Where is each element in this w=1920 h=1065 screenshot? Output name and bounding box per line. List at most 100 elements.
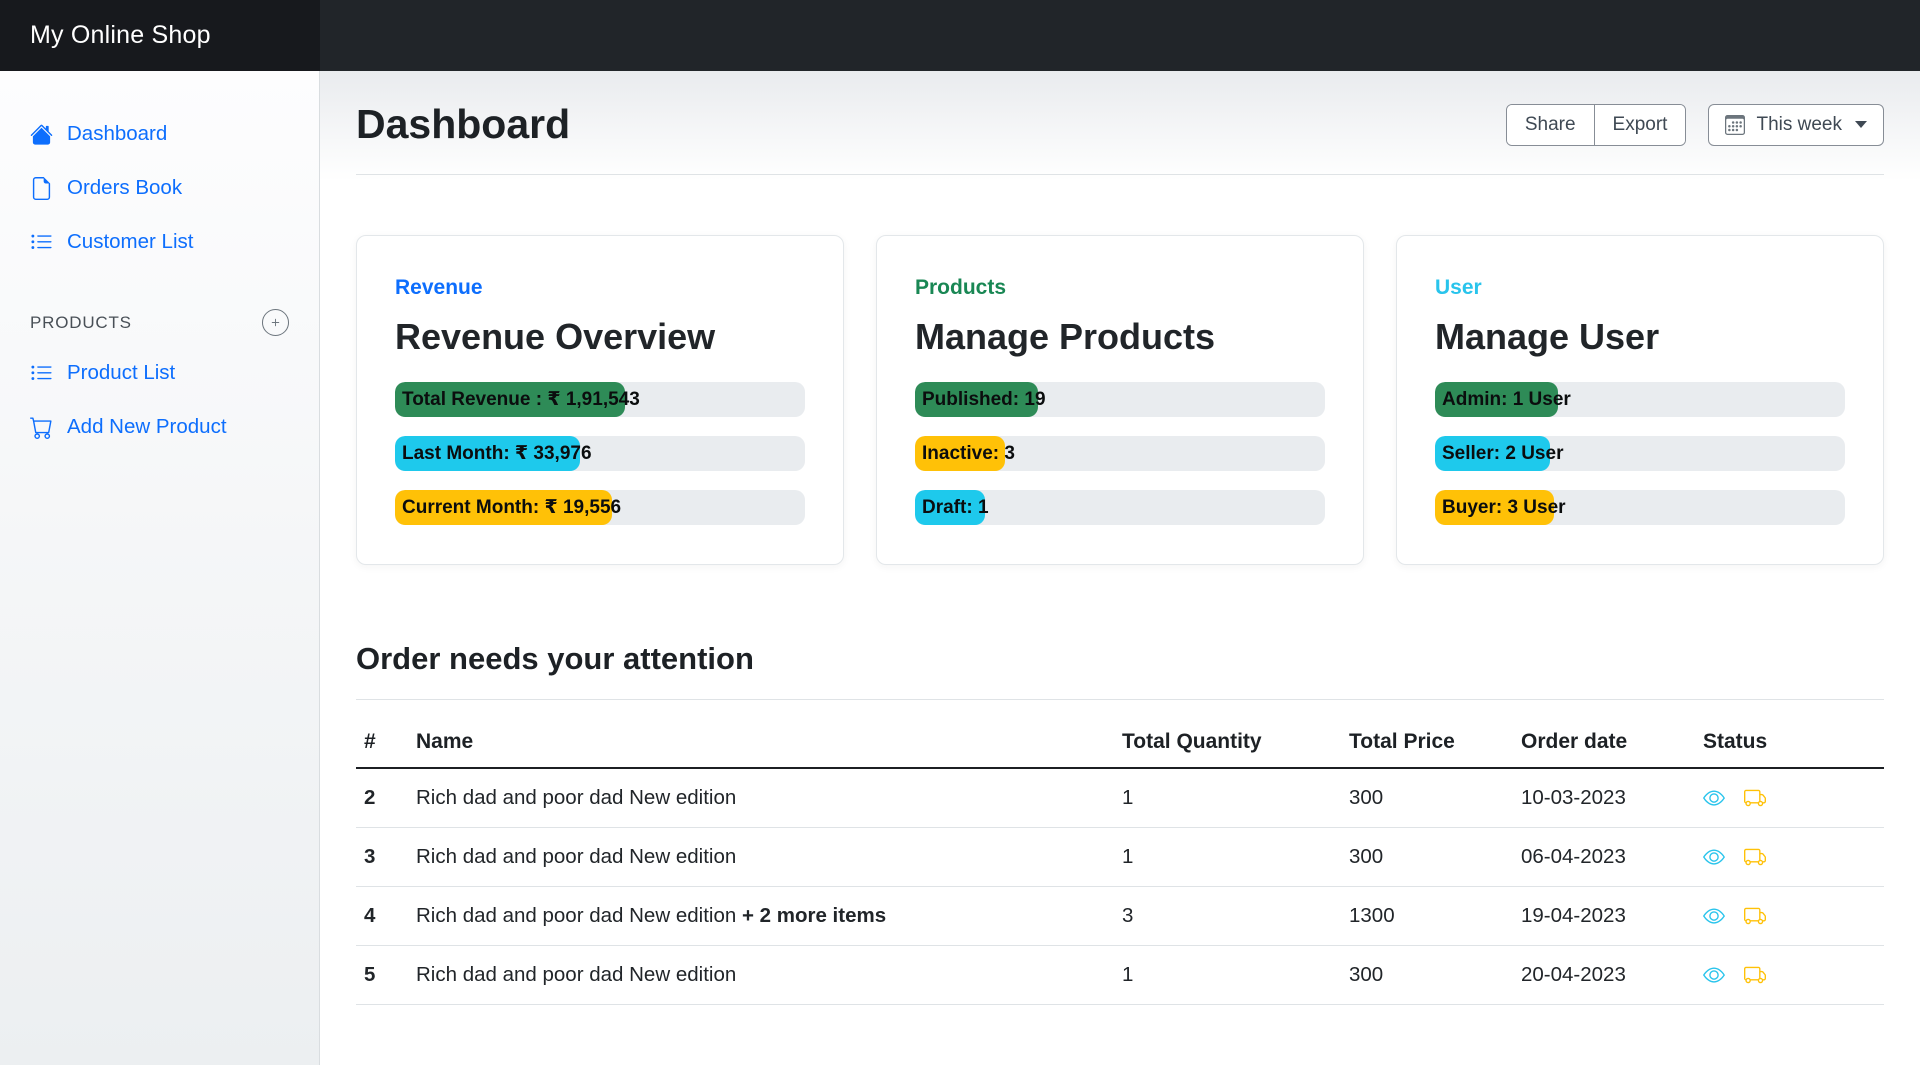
progress-track: Admin: 1 User: [1435, 382, 1845, 417]
list-icon: [30, 362, 53, 385]
sidebar-item-label: Customer List: [67, 230, 194, 253]
page-title: Dashboard: [356, 101, 571, 147]
order-quantity: 3: [1114, 886, 1341, 946]
order-number: 5: [356, 945, 408, 1005]
sidebar-item-customer-list[interactable]: Customer List: [0, 215, 319, 269]
progress-fill: [1435, 490, 1554, 525]
progress-fill: [1435, 436, 1550, 471]
orders-table-header-row: # Name Total Quantity Total Price Order date…: [356, 716, 1884, 769]
progress-fill: [915, 436, 1006, 471]
progress-track: Total Revenue : ₹ 1,91,543: [395, 382, 805, 417]
orders-section: Order needs your attention # Name Total Qu…: [356, 641, 1884, 1005]
table-row: 4 Rich dad and poor dad New edition + 2 m…: [356, 886, 1884, 946]
card-title: Manage Products: [915, 316, 1216, 357]
main-content: Dashboard Share Export This week Revenue…: [320, 71, 1920, 1065]
cart-icon: [30, 416, 53, 439]
column-header-total-quantity: Total Quantity: [1114, 716, 1341, 769]
brand: My Online Shop: [0, 0, 320, 71]
plus-circle-icon[interactable]: [262, 309, 289, 336]
sidebar-item-dashboard[interactable]: Dashboard: [0, 107, 319, 161]
order-name: Rich dad and poor dad New edition: [408, 768, 1114, 828]
progress-label: Total Revenue : ₹ 1,91,543: [402, 389, 640, 410]
progress-label: Last Month: ₹ 33,976: [402, 443, 592, 464]
sidebar-item-add-new-product[interactable]: Add New Product: [0, 400, 319, 454]
order-date: 10-03-2023: [1513, 768, 1695, 828]
sidebar: Dashboard Orders Book Customer List PRODUC…: [0, 71, 320, 1065]
column-header-status: Status: [1695, 716, 1884, 769]
column-header-order-date: Order date: [1513, 716, 1695, 769]
card-eyebrow: Revenue: [395, 276, 483, 299]
progress-fill: [1435, 382, 1558, 417]
sidebar-nav-products: Product List Add New Product: [0, 346, 319, 454]
table-row: 5 Rich dad and poor dad New edition 1 300 20…: [356, 945, 1884, 1005]
card-title: Manage User: [1435, 316, 1660, 357]
sidebar-item-product-list[interactable]: Product List: [0, 346, 319, 400]
progress-label: Published: 19: [922, 389, 1046, 410]
calendar-icon: [1725, 114, 1746, 135]
progress-track: Current Month: ₹ 19,556: [395, 490, 805, 525]
summary-cards: Revenue Revenue Overview Total Revenue : ₹…: [356, 235, 1884, 565]
summary-card-user: User Manage User Admin: 1 User Seller: 2 Us…: [1396, 235, 1884, 565]
sidebar-item-label: Add New Product: [67, 415, 227, 438]
order-number: 2: [356, 768, 408, 828]
order-price: 1300: [1341, 886, 1513, 946]
progress-track: Last Month: ₹ 33,976: [395, 436, 805, 471]
order-price: 300: [1341, 827, 1513, 887]
progress-fill: [395, 382, 625, 417]
progress-label: Buyer: 3 User: [1442, 497, 1566, 518]
caret-down-icon: [1855, 121, 1867, 128]
house-icon: [30, 123, 53, 146]
column-header-name: Name: [408, 716, 1114, 769]
progress-track: Draft: 1: [915, 490, 1325, 525]
file-icon: [30, 176, 53, 200]
status-actions: [1703, 905, 1876, 927]
header-divider: [356, 174, 1884, 175]
status-actions: [1703, 787, 1876, 809]
eye-icon[interactable]: [1703, 905, 1725, 927]
progress-track: Inactive: 3: [915, 436, 1325, 471]
order-name: Rich dad and poor dad New edition + 2 mo…: [408, 886, 1114, 946]
sidebar-item-label: Product List: [67, 361, 176, 384]
products-section-header: PRODUCTS: [0, 299, 319, 346]
share-button[interactable]: Share: [1506, 104, 1595, 145]
export-button[interactable]: Export: [1594, 104, 1686, 145]
order-date: 20-04-2023: [1513, 945, 1695, 1005]
truck-icon[interactable]: [1744, 964, 1766, 986]
orders-table: # Name Total Quantity Total Price Order date…: [356, 716, 1884, 1005]
order-date: 06-04-2023: [1513, 827, 1695, 887]
eye-icon[interactable]: [1703, 846, 1725, 868]
share-export-group: Share Export: [1505, 103, 1687, 146]
eye-icon[interactable]: [1703, 964, 1725, 986]
eye-icon[interactable]: [1703, 787, 1725, 809]
column-header--: #: [356, 716, 408, 769]
order-number: 3: [356, 827, 408, 887]
progress-fill: [395, 436, 580, 471]
card-eyebrow: User: [1435, 276, 1482, 299]
more-items-label: + 2 more items: [741, 904, 887, 927]
sidebar-item-label: Dashboard: [67, 122, 168, 145]
table-row: 3 Rich dad and poor dad New edition 1 300 06…: [356, 827, 1884, 887]
order-price: 300: [1341, 945, 1513, 1005]
summary-card-revenue: Revenue Revenue Overview Total Revenue : ₹…: [356, 235, 844, 565]
progress-label: Admin: 1 User: [1442, 389, 1571, 410]
progress-label: Current Month: ₹ 19,556: [402, 497, 622, 518]
card-eyebrow: Products: [915, 276, 1007, 299]
orders-title: Order needs your attention: [356, 641, 754, 676]
truck-icon[interactable]: [1744, 905, 1766, 927]
progress-fill: [915, 382, 1038, 417]
progress-track: Published: 19: [915, 382, 1325, 417]
card-title: Revenue Overview: [395, 316, 716, 357]
progress-fill: [915, 490, 985, 525]
order-price: 300: [1341, 768, 1513, 828]
sidebar-item-orders-book[interactable]: Orders Book: [0, 161, 319, 215]
progress-track: Seller: 2 User: [1435, 436, 1845, 471]
products-section-label: PRODUCTS: [30, 312, 132, 332]
truck-icon[interactable]: [1744, 787, 1766, 809]
order-name: Rich dad and poor dad New edition: [408, 945, 1114, 1005]
progress-label: Inactive: 3: [922, 443, 1015, 464]
period-dropdown[interactable]: This week: [1708, 103, 1884, 146]
truck-icon[interactable]: [1744, 846, 1766, 868]
progress-track: Buyer: 3 User: [1435, 490, 1845, 525]
sidebar-item-label: Orders Book: [67, 176, 183, 199]
sidebar-nav-main: Dashboard Orders Book Customer List: [0, 107, 319, 269]
